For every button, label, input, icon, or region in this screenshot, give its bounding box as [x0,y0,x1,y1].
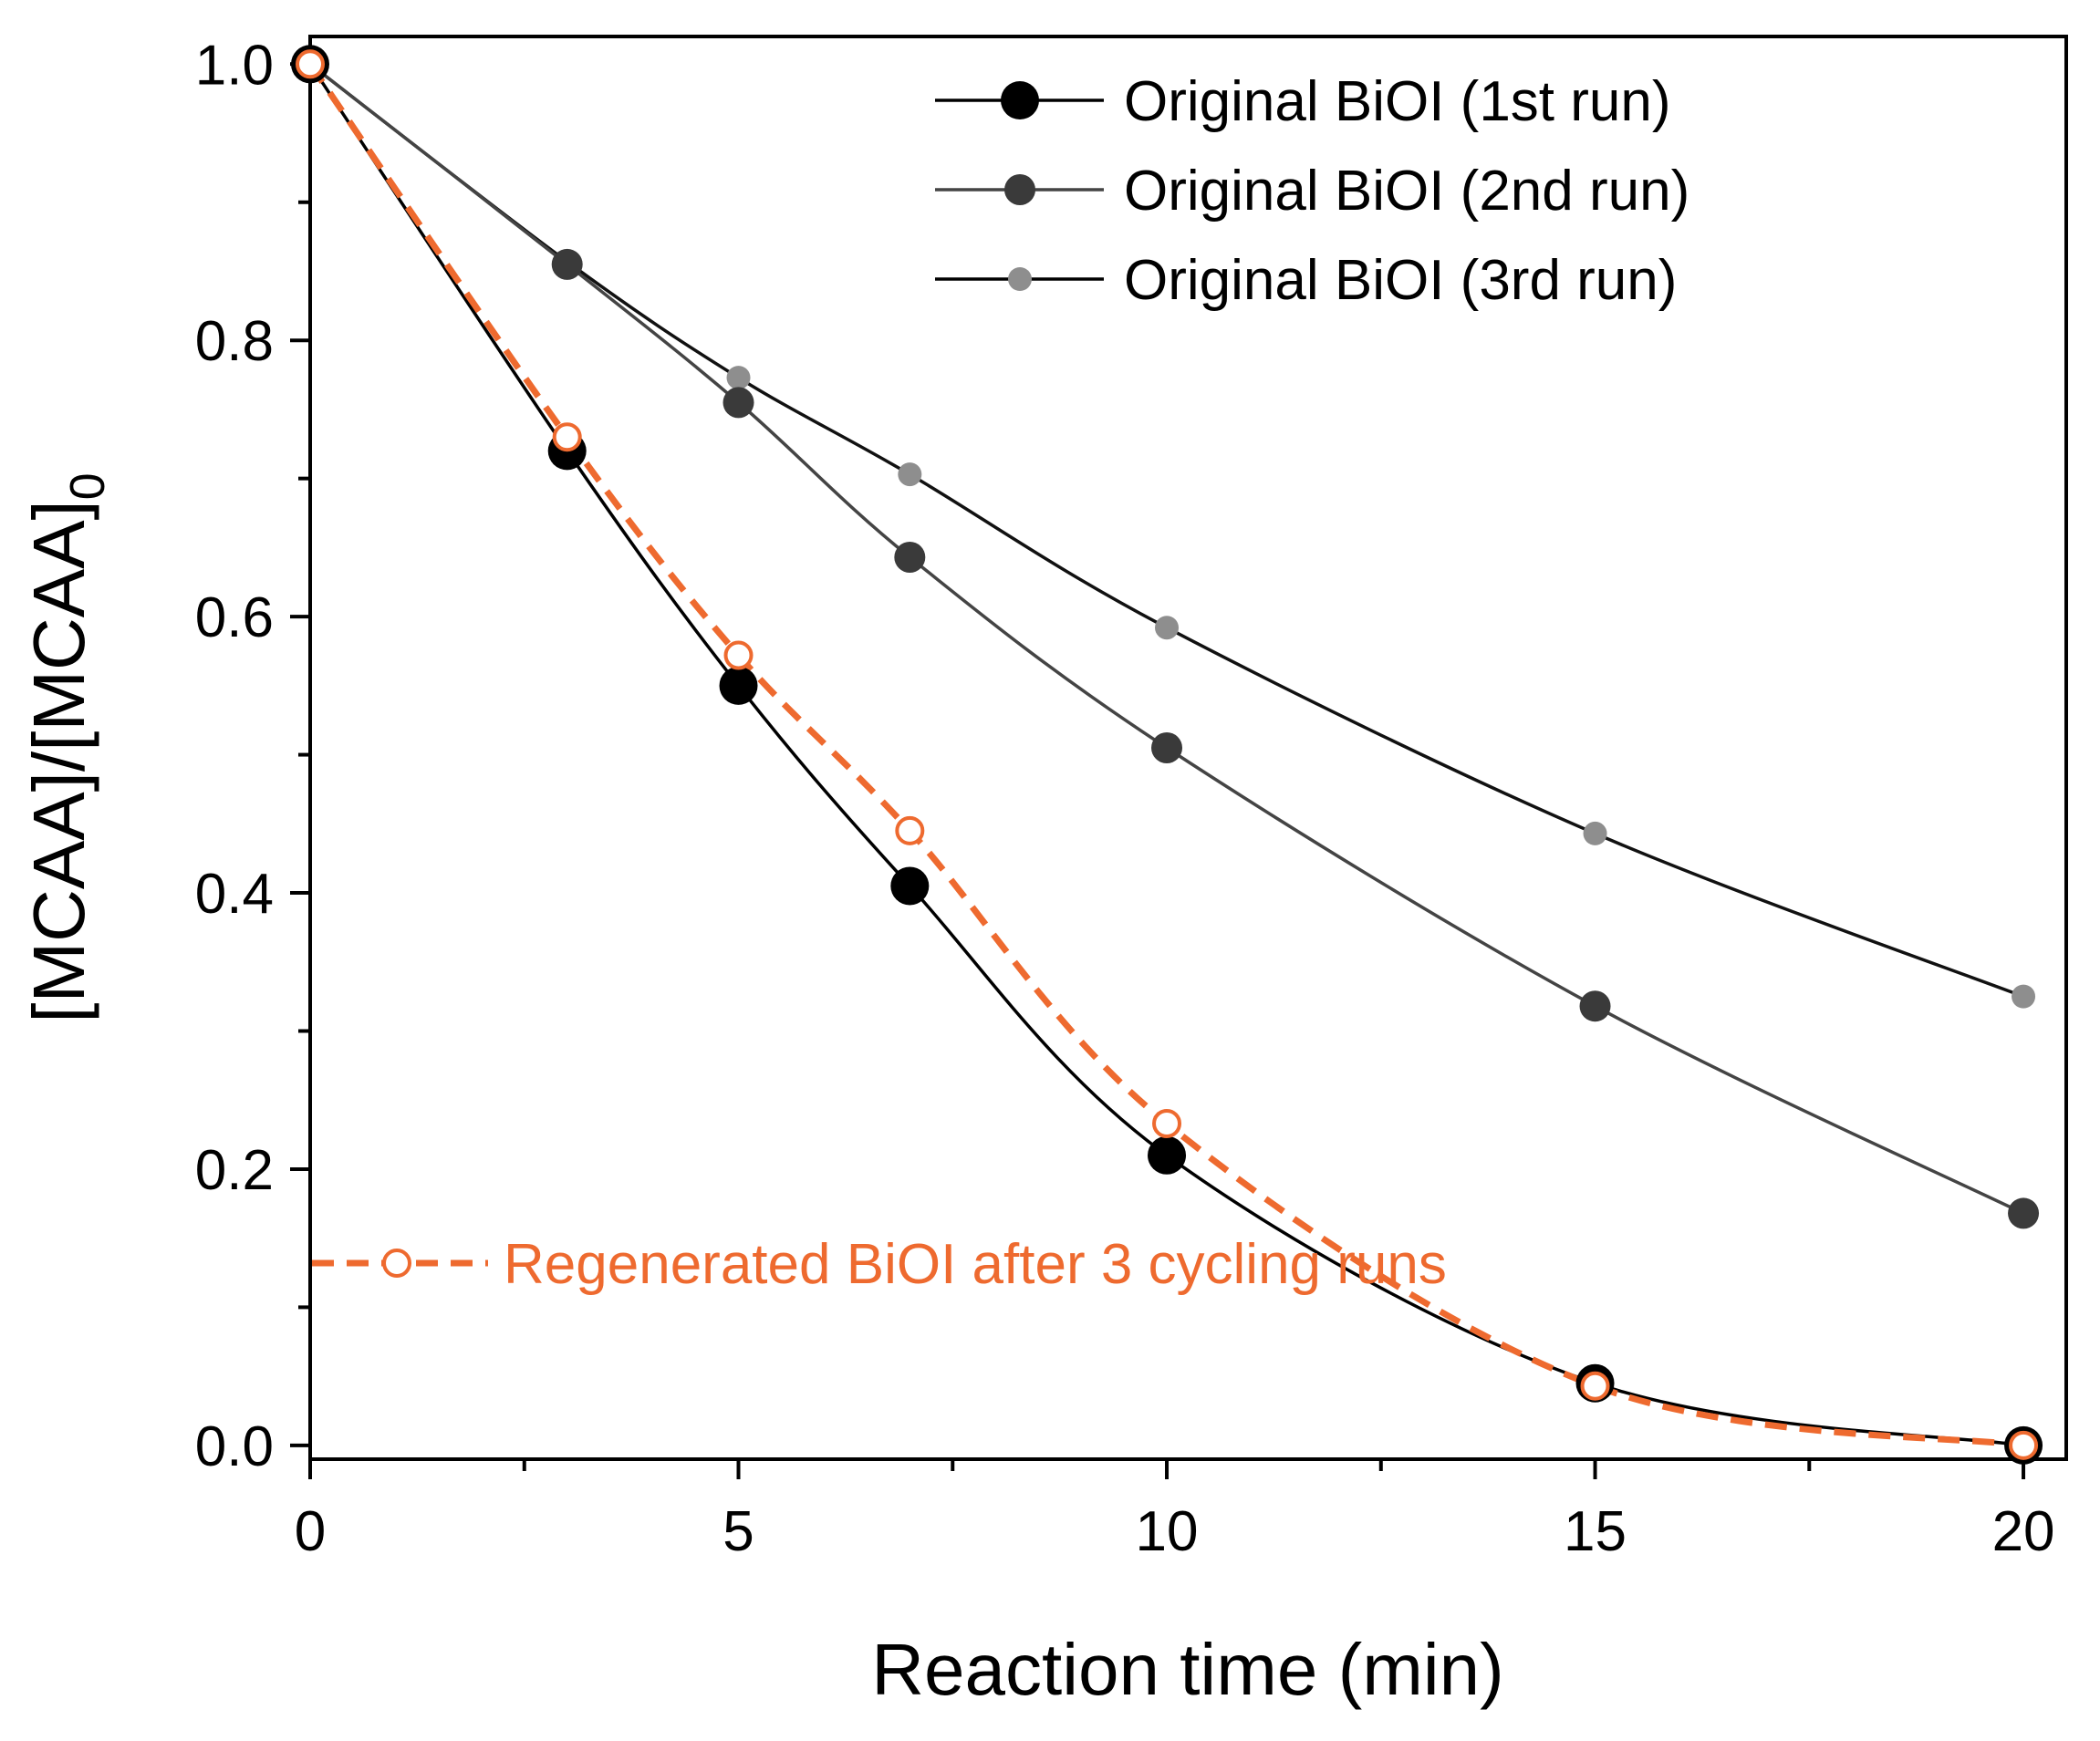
data-point-series-2 [1151,732,1183,763]
data-point-series-1 [1148,1135,1187,1175]
data-point-series-3 [2012,984,2036,1009]
x-tick-label: 15 [1564,1500,1627,1563]
data-point-series-4 [895,815,925,845]
y-axis-title-subscript: 0 [60,472,115,500]
x-tick-label: 20 [1992,1500,2055,1563]
data-point-series-2 [551,248,583,280]
data-point-series-4 [1580,1371,1610,1401]
data-point-series-2 [723,387,754,419]
y-tick-label: 0.8 [195,310,274,373]
legend-label: Original BiOI (2nd run) [1124,160,1689,223]
data-point-series-2 [2008,1197,2040,1229]
series-markers [291,45,2043,1465]
data-point-series-3 [1583,821,1607,845]
annotation-marker [382,1249,411,1278]
annotation-label: Regenerated BiOI after 3 cycling runs [504,1233,1447,1296]
x-tick-label: 5 [723,1500,754,1563]
plot-frame [308,35,2068,1461]
data-point-series-3 [898,462,922,487]
data-point-series-4 [723,640,754,670]
data-point-series-4 [1152,1108,1182,1138]
y-axis-title: [MCAA]/[MCAA]0 [18,472,115,1022]
legend-label: Original BiOI (1st run) [1124,70,1671,133]
data-point-series-4 [552,422,582,452]
data-point-series-3 [726,366,751,390]
x-tick-label: 0 [295,1500,326,1563]
y-tick-label: 0.6 [195,586,274,649]
y-tick-label: 0.0 [195,1415,274,1478]
y-tick-label: 0.2 [195,1139,274,1202]
x-axis-title: Reaction time (min) [871,1629,1504,1710]
data-point-series-1 [890,866,930,906]
y-tick-label: 0.4 [195,863,274,926]
legend: Original BiOI (1st run) Original BiOI (2n… [935,70,1689,312]
data-point-series-2 [894,541,926,573]
data-point-series-3 [1155,616,1180,640]
legend-marker [1008,267,1032,291]
legend-label: Original BiOI (3rd run) [1124,249,1677,312]
legend-marker [1004,174,1035,205]
y-tick-label: 1.0 [195,34,274,97]
x-tick-label: 10 [1136,1500,1199,1563]
data-point-series-2 [1579,990,1611,1022]
axes: 0 5 10 15 20 0.0 0.2 0.4 0.6 0.8 1.0 [195,34,2055,1563]
data-point-series-4 [296,49,325,79]
data-point-series-4 [2009,1430,2039,1460]
legend-marker [1001,81,1039,119]
y-axis-title-main: [MCAA]/[MCAA] [18,500,99,1022]
regenerated-annotation: Regenerated BiOI after 3 cycling runs [312,1233,1447,1296]
data-point-series-1 [719,666,758,705]
